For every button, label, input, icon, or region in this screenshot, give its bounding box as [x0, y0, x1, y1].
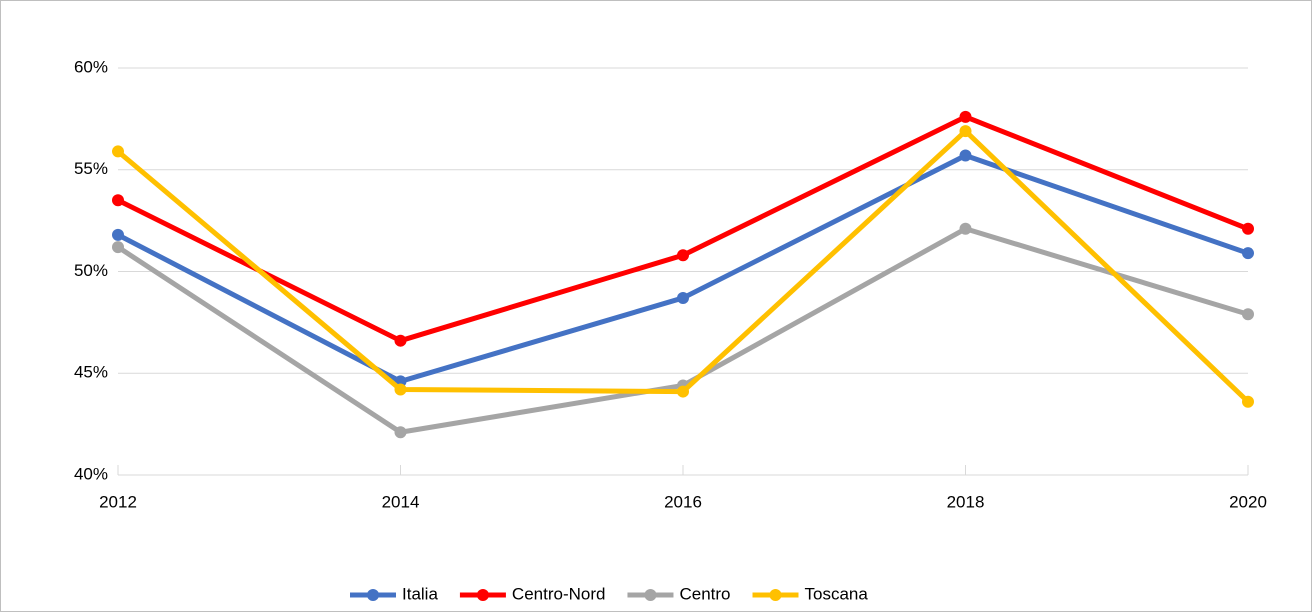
legend-label: Centro: [679, 584, 730, 603]
y-tick-label: 55%: [74, 159, 108, 178]
point: [394, 334, 407, 347]
legend-marker: [476, 589, 489, 601]
y-tick-label: 45%: [74, 363, 108, 382]
legend-label: Toscana: [805, 584, 869, 603]
point: [959, 149, 972, 162]
point: [394, 426, 407, 439]
legend-label: Centro-Nord: [512, 584, 606, 603]
legend-marker: [367, 589, 379, 601]
point: [112, 228, 124, 241]
point: [1242, 395, 1254, 408]
point: [112, 241, 124, 254]
x-tick-label: 2012: [99, 492, 137, 511]
legend-label: Italia: [402, 584, 438, 603]
point: [959, 222, 972, 235]
point: [112, 194, 124, 207]
point: [677, 291, 689, 304]
point: [1242, 308, 1254, 321]
y-tick-label: 50%: [74, 261, 108, 280]
point: [1242, 222, 1254, 235]
point: [959, 125, 972, 138]
y-tick-label: 60%: [74, 57, 108, 76]
point: [1242, 247, 1254, 260]
y-tick-label: 40%: [74, 464, 108, 483]
x-tick-label: 2020: [1229, 492, 1267, 511]
x-tick-label: 2016: [664, 492, 702, 511]
point: [394, 383, 407, 396]
point: [112, 145, 124, 158]
legend-marker: [769, 589, 782, 601]
x-tick-label: 2014: [382, 492, 420, 511]
point: [959, 110, 972, 123]
legend-marker: [644, 589, 657, 601]
x-tick-label: 2018: [947, 492, 985, 511]
point: [677, 385, 689, 398]
point: [677, 249, 689, 262]
